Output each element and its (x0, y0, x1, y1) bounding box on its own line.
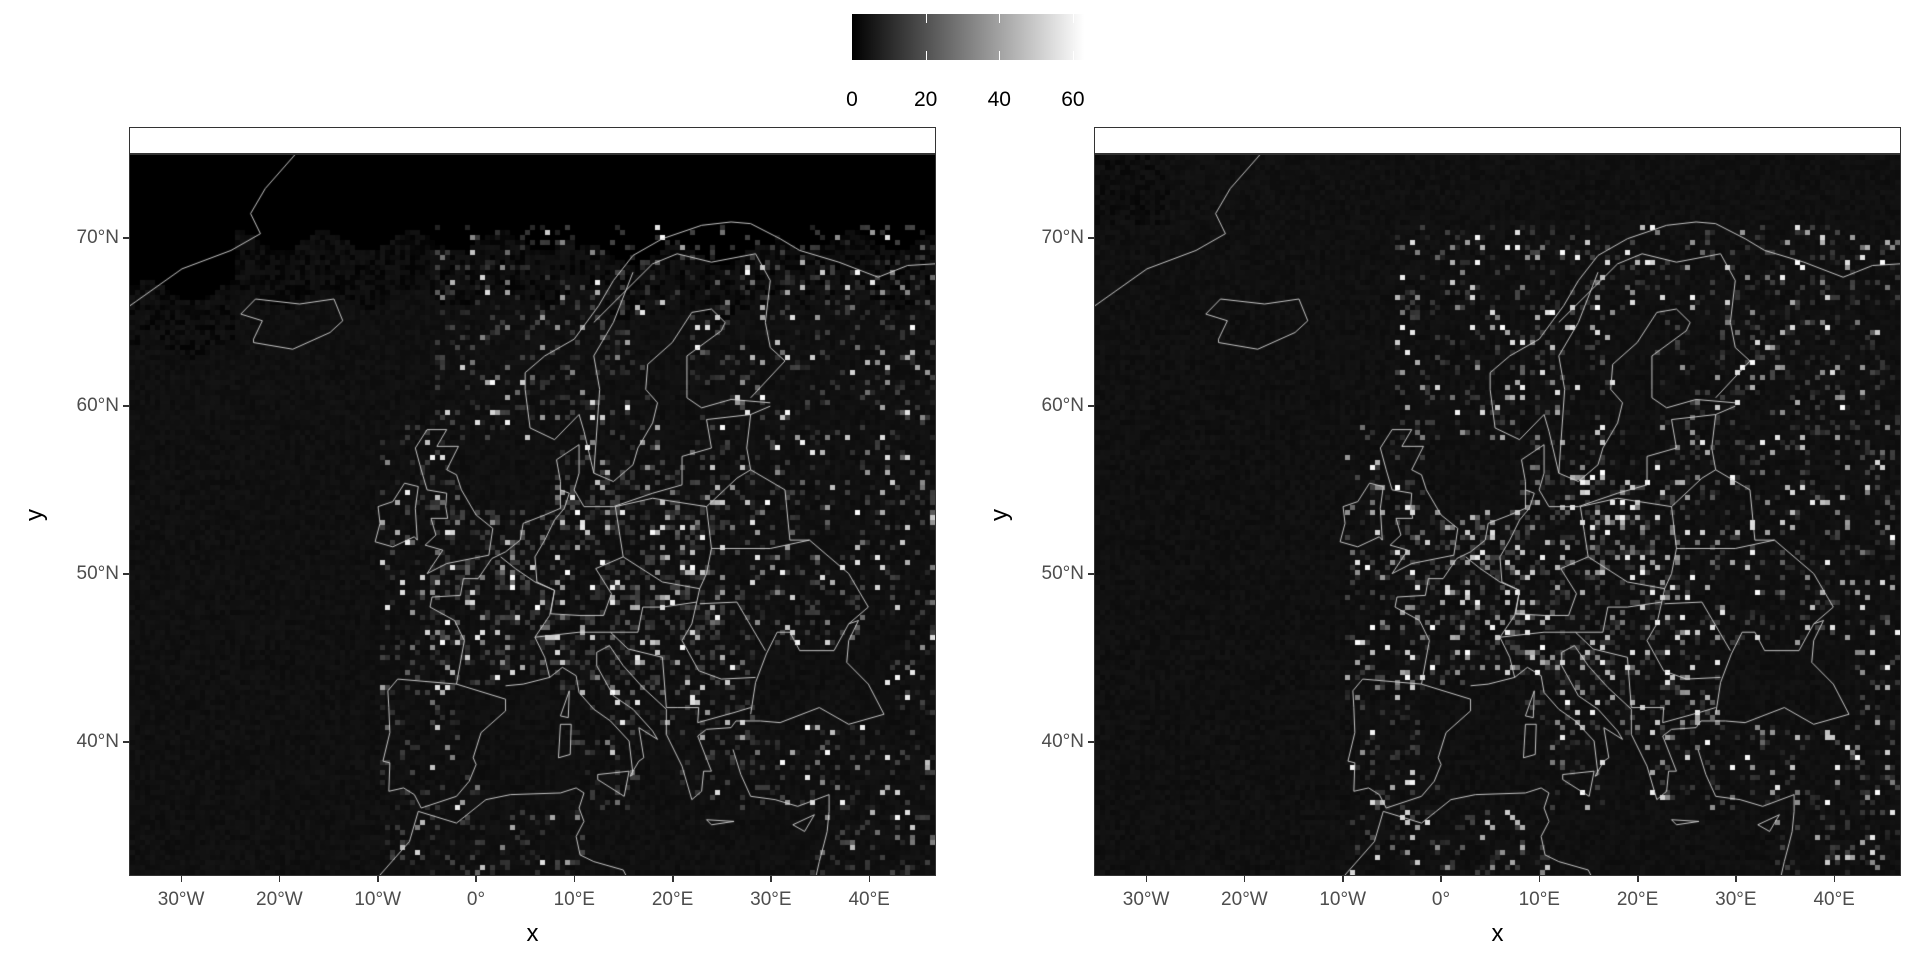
x-tick-label: 30°W (157, 889, 205, 910)
x-tick-label: 20°E (1616, 889, 1659, 910)
legend-tick-mark (1072, 14, 1074, 23)
map-panel-right (1094, 127, 1901, 876)
x-tick-mark (573, 876, 576, 882)
y-tick-mark (123, 741, 129, 743)
y-tick-label: 60°N (1041, 394, 1084, 416)
x-tick-mark (1637, 876, 1639, 882)
x-tick-mark (1538, 876, 1541, 882)
legend-tick-label: 60 (1061, 88, 1085, 111)
x-tick-mark (278, 876, 281, 882)
y-tick-label: 60°N (76, 394, 119, 416)
x-tick-mark (1145, 876, 1148, 882)
y-tick-label: 40°N (76, 730, 119, 752)
y-tick-label: 50°N (76, 562, 119, 584)
x-tick-label: 40°E (1813, 889, 1855, 910)
y-tick-label: 40°N (1041, 730, 1084, 752)
y-tick-label: 70°N (1041, 226, 1084, 248)
legend-tick-mark (925, 51, 927, 60)
x-tick-label: 40°E (848, 889, 890, 910)
facet-strip-left (129, 127, 936, 154)
legend-tick-mark (925, 14, 927, 23)
x-tick-label: 10°E (553, 889, 595, 910)
x-tick-label: 30°E (1715, 889, 1757, 910)
x-tick-mark (672, 876, 674, 882)
y-tick-label: 70°N (76, 226, 119, 248)
x-tick-mark (1440, 876, 1442, 882)
x-tick-mark (1833, 876, 1836, 882)
y-tick-mark (123, 237, 129, 239)
x-axis-label: x (526, 920, 539, 947)
y-tick-mark (1088, 573, 1094, 575)
y-tick-mark (1088, 741, 1094, 743)
legend-tick-label: 40 (987, 88, 1011, 111)
legend-tick-mark (1072, 51, 1074, 60)
x-tick-label: 10°W (354, 889, 402, 910)
x-tick-label: 0° (466, 889, 486, 910)
colorbar-gradient (852, 14, 1084, 60)
x-tick-mark (475, 876, 477, 882)
legend-tick-mark (999, 51, 1001, 60)
x-tick-label: 10°W (1319, 889, 1367, 910)
x-tick-mark (1243, 876, 1246, 882)
x-tick-label: 10°E (1518, 889, 1560, 910)
x-axis-label: x (1491, 920, 1504, 947)
legend-tick-mark (999, 14, 1001, 23)
raster-plot-right (1094, 154, 1901, 876)
raster-plot-left (129, 154, 936, 876)
x-tick-label: 20°E (651, 889, 694, 910)
x-tick-mark (180, 876, 183, 882)
map-panel-left (129, 127, 936, 876)
x-tick-label: 30°E (750, 889, 792, 910)
x-tick-mark (377, 876, 379, 882)
y-tick-mark (1088, 405, 1094, 407)
legend-tick-label: 0 (846, 88, 858, 111)
facet-strip-right (1094, 127, 1901, 154)
x-tick-label: 30°W (1122, 889, 1170, 910)
x-tick-mark (770, 876, 772, 882)
x-tick-mark (1735, 876, 1737, 882)
colorbar-legend: 0 20 40 60 (846, 14, 1085, 111)
x-tick-label: 20°W (256, 889, 303, 910)
y-axis-label: y (21, 509, 48, 521)
y-tick-label: 50°N (1041, 562, 1084, 584)
y-tick-mark (1088, 237, 1094, 239)
x-tick-label: 0° (1431, 889, 1451, 910)
y-axis-label: y (986, 509, 1013, 521)
x-tick-mark (1342, 876, 1344, 882)
y-tick-mark (123, 573, 129, 575)
y-tick-mark (123, 405, 129, 407)
legend-tick-label: 20 (913, 88, 938, 111)
x-tick-label: 20°W (1221, 889, 1268, 910)
x-tick-mark (868, 876, 871, 882)
